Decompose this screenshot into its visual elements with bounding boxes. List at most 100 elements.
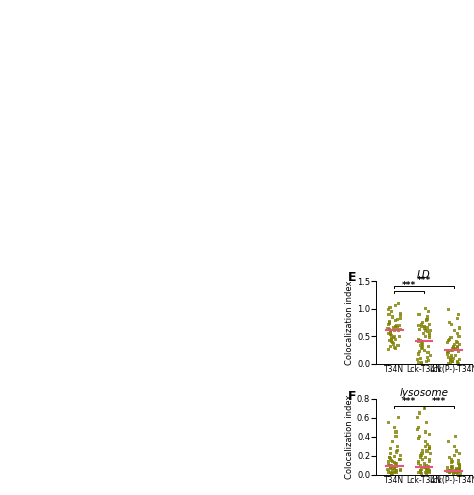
Point — [390, 324, 397, 332]
Point — [426, 330, 434, 338]
Point — [450, 345, 458, 352]
Text: ***: *** — [432, 396, 446, 405]
Point — [453, 466, 461, 474]
Point — [397, 311, 404, 319]
Point — [450, 327, 458, 335]
Point — [447, 456, 455, 464]
Point — [415, 359, 422, 367]
Point — [425, 307, 433, 315]
Point — [397, 466, 404, 474]
Point — [389, 467, 396, 475]
Point — [386, 337, 393, 345]
Point — [455, 359, 462, 367]
Point — [388, 331, 395, 339]
Point — [456, 465, 463, 473]
Point — [444, 350, 451, 358]
Point — [418, 345, 425, 352]
Point — [447, 356, 454, 364]
Point — [423, 464, 431, 472]
Point — [417, 468, 424, 476]
Point — [451, 341, 458, 348]
Point — [392, 302, 400, 310]
Point — [445, 438, 452, 446]
Point — [421, 332, 429, 340]
Point — [427, 351, 434, 359]
Y-axis label: Colocalization index: Colocalization index — [345, 395, 354, 479]
Point — [444, 463, 451, 471]
Point — [392, 317, 400, 325]
Point — [418, 452, 426, 460]
Point — [386, 461, 394, 469]
Point — [422, 438, 429, 446]
Point — [397, 326, 404, 334]
Point — [384, 465, 392, 473]
Point — [392, 345, 399, 352]
Point — [396, 315, 404, 323]
Y-axis label: Colocalization index: Colocalization index — [345, 280, 354, 365]
Point — [453, 338, 460, 346]
Point — [392, 322, 400, 330]
Point — [392, 467, 399, 475]
Point — [426, 334, 433, 342]
Point — [425, 331, 433, 339]
Point — [447, 355, 454, 363]
Point — [446, 335, 453, 343]
Point — [396, 456, 404, 464]
Point — [456, 450, 463, 458]
Point — [417, 341, 425, 349]
Point — [447, 351, 455, 359]
Point — [455, 332, 463, 340]
Point — [416, 326, 424, 334]
Point — [453, 358, 461, 366]
Point — [450, 469, 457, 477]
Point — [423, 467, 430, 475]
Point — [391, 458, 398, 466]
Point — [422, 327, 429, 335]
Point — [386, 454, 393, 462]
Point — [445, 353, 453, 361]
Point — [391, 464, 398, 472]
Point — [384, 325, 392, 333]
Point — [447, 346, 454, 354]
Point — [386, 469, 394, 477]
Point — [387, 444, 395, 452]
Point — [453, 468, 460, 476]
Point — [456, 461, 464, 469]
Point — [447, 353, 455, 361]
Point — [425, 444, 433, 452]
Point — [389, 457, 397, 465]
Point — [419, 456, 426, 464]
Point — [446, 466, 453, 474]
Point — [422, 465, 430, 473]
Point — [421, 463, 428, 471]
Point — [427, 327, 434, 335]
Point — [393, 443, 401, 450]
Point — [450, 342, 458, 350]
Point — [394, 341, 402, 349]
Point — [384, 460, 392, 468]
Point — [417, 452, 424, 460]
Point — [424, 353, 431, 361]
Point — [422, 463, 430, 471]
Point — [418, 358, 426, 366]
Point — [426, 444, 433, 452]
Point — [418, 450, 426, 458]
Text: F: F — [348, 390, 356, 402]
Point — [445, 337, 453, 345]
Point — [388, 461, 395, 469]
Point — [414, 338, 422, 346]
Point — [417, 466, 424, 474]
Point — [417, 466, 425, 474]
Point — [393, 324, 401, 332]
Point — [455, 467, 463, 475]
Point — [418, 322, 426, 330]
Point — [448, 457, 456, 465]
Point — [414, 425, 421, 433]
Point — [389, 438, 396, 446]
Point — [389, 339, 396, 347]
Point — [422, 317, 430, 325]
Point — [424, 464, 432, 472]
Point — [423, 470, 430, 478]
Point — [424, 328, 431, 336]
Point — [395, 321, 403, 329]
